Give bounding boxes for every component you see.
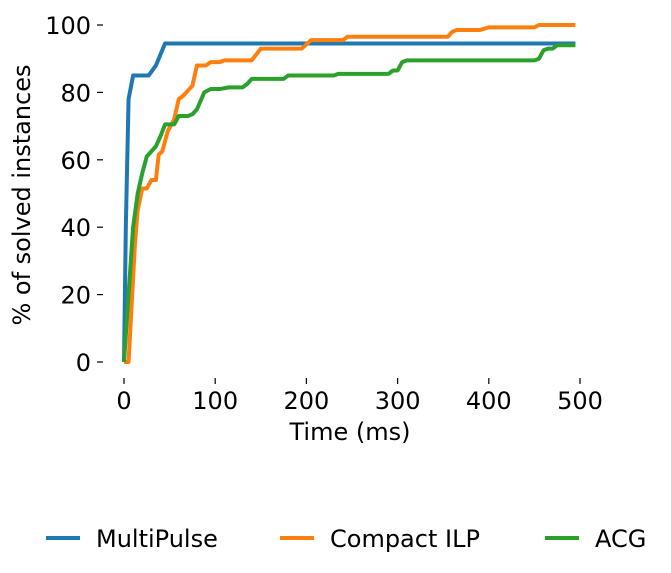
y-tick-label: 0 (76, 349, 91, 377)
series-line-compact-ilp (124, 23, 576, 364)
y-tick-label: 60 (60, 147, 91, 175)
x-tick-label: 500 (557, 387, 603, 415)
y-axis: 0 20 40 60 80 100 (45, 12, 103, 377)
x-axis: 0 100 200 300 400 500 (116, 378, 603, 415)
y-tick-label: 80 (60, 79, 91, 107)
y-tick-label: 20 (60, 282, 91, 310)
series-layer (122, 23, 576, 364)
legend-label: Compact ILP (330, 525, 480, 553)
y-tick-label: 40 (60, 214, 91, 242)
x-tick-label: 400 (466, 387, 512, 415)
y-axis-label: % of solved instances (8, 64, 36, 325)
x-tick-label: 0 (116, 387, 131, 415)
legend-label: ACG (595, 525, 646, 553)
series-line-acg (122, 43, 576, 363)
legend-label: MultiPulse (96, 525, 218, 553)
series-line-multipulse (122, 41, 576, 363)
legend: MultiPulse Compact ILP ACG (46, 525, 646, 553)
x-tick-label: 300 (375, 387, 421, 415)
y-tick-label: 100 (45, 12, 91, 40)
x-axis-label: Time (ms) (289, 418, 411, 446)
x-tick-label: 100 (192, 387, 238, 415)
x-tick-label: 200 (283, 387, 329, 415)
